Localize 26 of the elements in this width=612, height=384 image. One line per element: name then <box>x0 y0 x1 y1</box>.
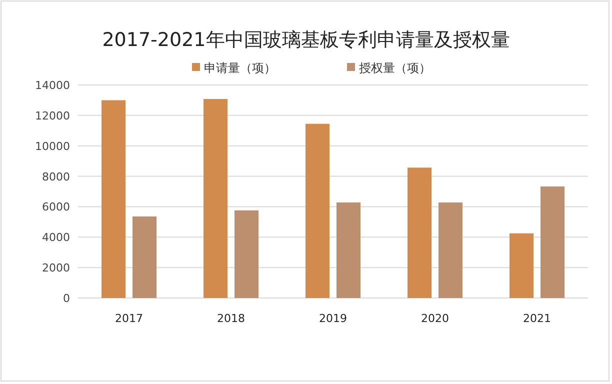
bar <box>540 186 564 298</box>
y-tick-label: 10000 <box>35 140 70 153</box>
legend-label: 申请量（项） <box>204 61 276 75</box>
legend-label: 授权量（项） <box>359 61 431 75</box>
y-tick-label: 8000 <box>42 170 70 184</box>
bar <box>234 210 258 298</box>
bar <box>408 168 432 298</box>
y-tick-label: 4000 <box>42 231 70 244</box>
y-tick-label: 14000 <box>35 79 70 92</box>
x-tick-label: 2019 <box>319 312 347 325</box>
x-tick-label: 2020 <box>421 312 449 325</box>
y-tick-label: 2000 <box>42 262 70 275</box>
bar <box>102 100 126 298</box>
y-tick-label: 12000 <box>35 109 70 122</box>
bar <box>132 216 156 298</box>
bar <box>438 202 462 298</box>
y-tick-label: 0 <box>63 292 70 305</box>
y-tick-label: 6000 <box>42 200 70 214</box>
chart-title: 2017-2021年中国玻璃基板专利申请量及授权量 <box>102 29 510 51</box>
x-tick-label: 2017 <box>115 312 143 325</box>
bar <box>306 124 330 298</box>
bar <box>510 233 534 298</box>
x-tick-label: 2021 <box>523 312 551 325</box>
bar <box>336 202 360 298</box>
bar <box>204 98 228 298</box>
x-tick-label: 2018 <box>217 312 245 325</box>
